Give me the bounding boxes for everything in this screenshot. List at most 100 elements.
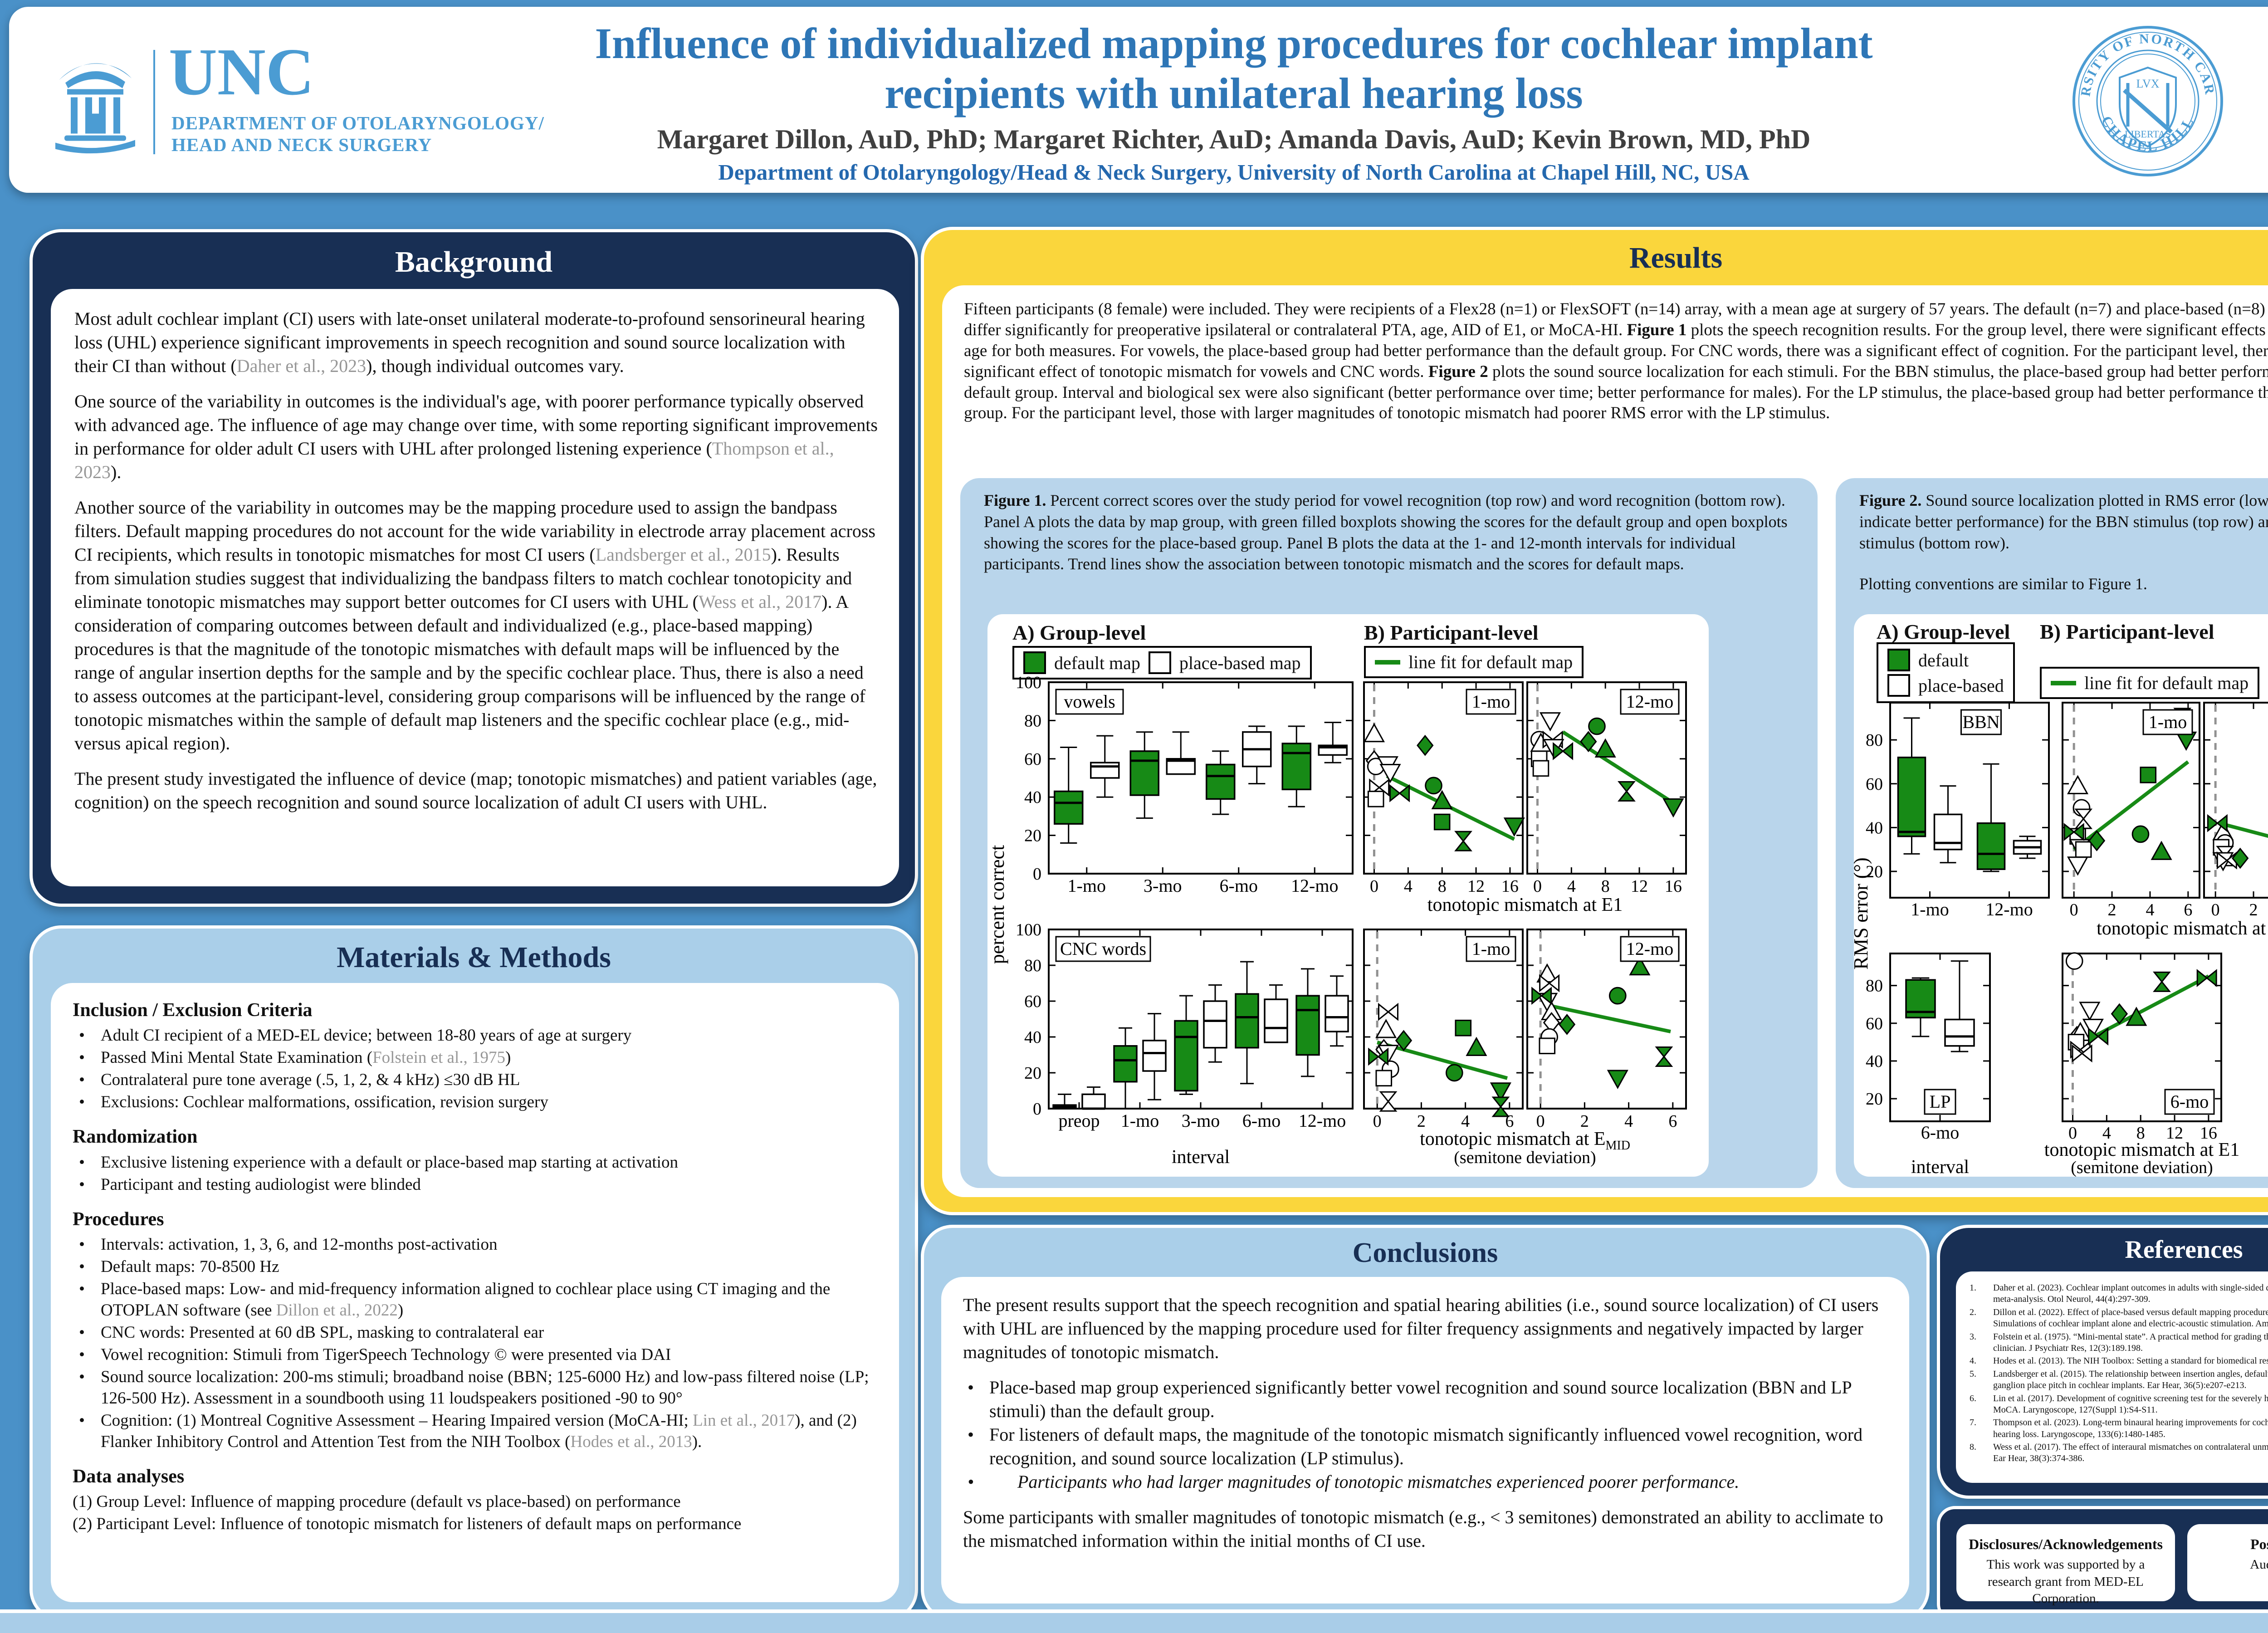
svg-text:2: 2 xyxy=(1417,1112,1426,1131)
reference-item: Thompson et al. (2023). Long-term binaur… xyxy=(1993,1418,2268,1439)
svg-text:40: 40 xyxy=(1866,818,1883,837)
old-well-logo-icon xyxy=(55,63,135,154)
reference-item: Dillon et al. (2022). Effect of place-ba… xyxy=(1993,1307,2268,1329)
figure2-chart: 204060801-mo12-moBBN02461-mo024612-moton… xyxy=(1854,702,2268,1177)
logo-dept-line2: HEAD AND NECK SURGERY xyxy=(171,134,432,156)
methods-subheading: Data analyses xyxy=(73,1466,185,1487)
svg-text:16: 16 xyxy=(2200,1124,2217,1143)
place-based-swatch xyxy=(1887,674,1910,697)
conclusions-heading: Conclusions xyxy=(1352,1237,1498,1268)
methods-content: Inclusion / Exclusion Criteria Adult CI … xyxy=(73,998,880,1536)
reference-item: Hodes et al. (2013). The NIH Toolbox: Se… xyxy=(1993,1356,2268,1366)
methods-subheading: Procedures xyxy=(73,1208,164,1230)
conclusions-intro: The present results support that the spe… xyxy=(963,1295,1879,1362)
methods-list-randomization: Exclusive listening experience with a de… xyxy=(73,1152,880,1196)
svg-text:40: 40 xyxy=(1866,1052,1883,1071)
results-paragraph: Fifteen participants (8 female) were inc… xyxy=(964,300,2268,423)
svg-text:12-mo: 12-mo xyxy=(1291,875,1338,896)
list-item: Place-based maps: Low- and mid-frequency… xyxy=(73,1279,880,1321)
list-item: (2) Participant Level: Influence of tono… xyxy=(73,1515,742,1534)
svg-text:tonotopic mismatch at E1: tonotopic mismatch at E1 xyxy=(2044,1139,2239,1160)
footer-divider xyxy=(0,1609,2268,1613)
svg-text:12-mo: 12-mo xyxy=(1985,899,2033,919)
svg-text:tonotopic mismatch at EMID: tonotopic mismatch at EMID xyxy=(1420,1129,1630,1153)
svg-text:0: 0 xyxy=(2068,1124,2077,1143)
poster-authors: Margaret Dillon, AuD, PhD; Margaret Rich… xyxy=(657,124,1811,154)
background-heading: Background xyxy=(395,245,553,279)
list-item: Cognition: (1) Montreal Cognitive Assess… xyxy=(73,1410,880,1453)
poster-abstract-title: Poster Abstract xyxy=(2250,1536,2268,1552)
figure1-fitline-legend: line fit for default map xyxy=(1364,646,1584,678)
svg-text:(semitone deviation): (semitone deviation) xyxy=(2071,1158,2213,1177)
fit-line-swatch xyxy=(1375,660,1400,665)
svg-text:20: 20 xyxy=(1866,862,1883,881)
conclusions-closing: Some participants with smaller magnitude… xyxy=(963,1507,1883,1551)
svg-text:4: 4 xyxy=(2102,1124,2111,1143)
svg-text:60: 60 xyxy=(1024,750,1041,769)
svg-text:60: 60 xyxy=(1024,992,1041,1011)
conclusions-bullets: Place-based map group experienced signif… xyxy=(963,1376,1889,1494)
figure2-caption-text: Figure 2. Sound source localization plot… xyxy=(1859,491,2268,552)
list-item: Adult CI recipient of a MED-EL device; b… xyxy=(73,1025,880,1046)
figure1-panelB-title: B) Participant-level xyxy=(1364,621,1539,644)
footer-cards-section: Disclosures/Acknowledgements This work w… xyxy=(1937,1506,2268,1622)
seal-motto-top: LVX xyxy=(2136,77,2159,90)
svg-text:4: 4 xyxy=(1567,877,1576,896)
references-body: Daher et al. (2023). Cochlear implant ou… xyxy=(1956,1271,2268,1483)
svg-text:12: 12 xyxy=(2166,1124,2183,1143)
disclosures-title: Disclosures/Acknowledgements xyxy=(1969,1536,2163,1552)
svg-text:0: 0 xyxy=(1536,1112,1545,1131)
svg-text:4: 4 xyxy=(1404,877,1413,896)
disclosures-card: Disclosures/Acknowledgements This work w… xyxy=(1956,1524,2175,1606)
figure2-plot-area: A) Group-level default place-based B) Pa… xyxy=(1854,614,2268,1177)
svg-text:80: 80 xyxy=(1866,977,1883,996)
figure2-caption: Figure 2. Sound source localization plot… xyxy=(1859,490,2268,595)
results-heading: Results xyxy=(1629,241,1723,274)
figure2-fitline-legend: line fit for default map xyxy=(2040,667,2260,699)
svg-text:6-mo: 6-mo xyxy=(1220,875,1258,896)
background-body: Most adult cochlear implant (CI) users w… xyxy=(51,289,899,886)
svg-text:6: 6 xyxy=(1668,1112,1677,1131)
svg-text:60: 60 xyxy=(1866,775,1883,794)
svg-text:20: 20 xyxy=(1024,826,1041,846)
svg-text:tonotopic mismatch at E1: tonotopic mismatch at E1 xyxy=(1427,895,1623,915)
methods-list-analyses: (1) Group Level: Influence of mapping pr… xyxy=(73,1491,880,1535)
svg-text:8: 8 xyxy=(1601,877,1610,896)
svg-text:RMS error (°): RMS error (°) xyxy=(1854,857,1872,969)
svg-text:16: 16 xyxy=(1665,877,1682,896)
svg-text:preop: preop xyxy=(1058,1110,1100,1131)
svg-text:1-mo: 1-mo xyxy=(1472,691,1510,712)
methods-list-procedures: Intervals: activation, 1, 3, 6, and 12-m… xyxy=(73,1234,880,1453)
unc-seal-icon: UNIVERSITY OF NORTH CAROLINA CHAPEL HILL… xyxy=(2071,24,2223,176)
svg-text:2: 2 xyxy=(2249,900,2258,919)
poster-header: UNC DEPARTMENT OF OTOLARYNGOLOGY/ HEAD A… xyxy=(9,7,2268,193)
svg-text:1-mo: 1-mo xyxy=(1068,875,1106,896)
svg-text:0: 0 xyxy=(1373,1112,1382,1131)
svg-text:20: 20 xyxy=(1024,1064,1041,1083)
fit-line-swatch xyxy=(2051,680,2076,685)
svg-text:40: 40 xyxy=(1024,1028,1041,1047)
svg-text:2: 2 xyxy=(1580,1112,1589,1131)
svg-text:12-mo: 12-mo xyxy=(1626,691,1673,712)
svg-text:6-mo: 6-mo xyxy=(1242,1110,1281,1131)
svg-text:4: 4 xyxy=(2146,900,2154,919)
figure1-panelA-title: A) Group-level xyxy=(1012,621,1146,644)
svg-text:2: 2 xyxy=(2108,900,2116,919)
reference-item: Folstein et al. (1975). “Mini-mental sta… xyxy=(1993,1331,2268,1353)
svg-text:4: 4 xyxy=(1624,1112,1633,1131)
references-list: Daher et al. (2023). Cochlear implant ou… xyxy=(1970,1282,2268,1466)
svg-text:0: 0 xyxy=(1033,865,1041,884)
reference-item: Daher et al. (2023). Cochlear implant ou… xyxy=(1993,1283,2268,1305)
results-body: Fifteen participants (8 female) were inc… xyxy=(942,285,2268,1197)
list-item: Exclusions: Cochlear malformations, ossi… xyxy=(73,1092,880,1113)
svg-text:0: 0 xyxy=(1033,1100,1041,1119)
svg-text:CNC words: CNC words xyxy=(1060,939,1146,959)
svg-text:6: 6 xyxy=(2184,900,2192,919)
svg-text:interval: interval xyxy=(1911,1157,1969,1177)
figure2-caption2: Plotting conventions are similar to Figu… xyxy=(1859,575,2147,593)
logo-dept-line1: DEPARTMENT OF OTOLARYNGOLOGY/ xyxy=(171,112,544,133)
svg-text:BBN: BBN xyxy=(1962,712,1999,732)
figure1-plot-area: A) Group-level default map place-based m… xyxy=(987,614,1709,1177)
svg-text:(semitone deviation): (semitone deviation) xyxy=(1454,1148,1596,1167)
conclusion-bullet: Place-based map group experienced signif… xyxy=(963,1376,1889,1423)
